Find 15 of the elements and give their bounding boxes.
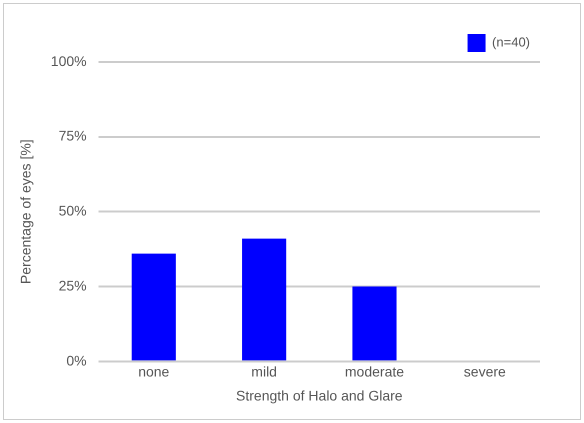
y-tick-label: 50% xyxy=(58,202,87,219)
x-axis-title: Strength of Halo and Glare xyxy=(236,387,403,404)
x-tick-label: moderate xyxy=(344,364,404,380)
bar xyxy=(352,286,397,360)
y-axis-title: Percentage of eyes [%] xyxy=(17,139,34,284)
x-tick-label: mild xyxy=(251,364,277,380)
y-tick-label: 0% xyxy=(66,352,87,368)
y-tick-label: 100% xyxy=(50,52,87,69)
y-tick-label: 75% xyxy=(58,128,87,144)
x-tick-label: none xyxy=(138,364,170,380)
y-tick-label: 25% xyxy=(58,277,87,294)
legend-label: (n=40) xyxy=(492,34,530,50)
bar xyxy=(132,254,176,360)
x-tick-label: severe xyxy=(464,364,506,380)
bar xyxy=(242,238,286,360)
